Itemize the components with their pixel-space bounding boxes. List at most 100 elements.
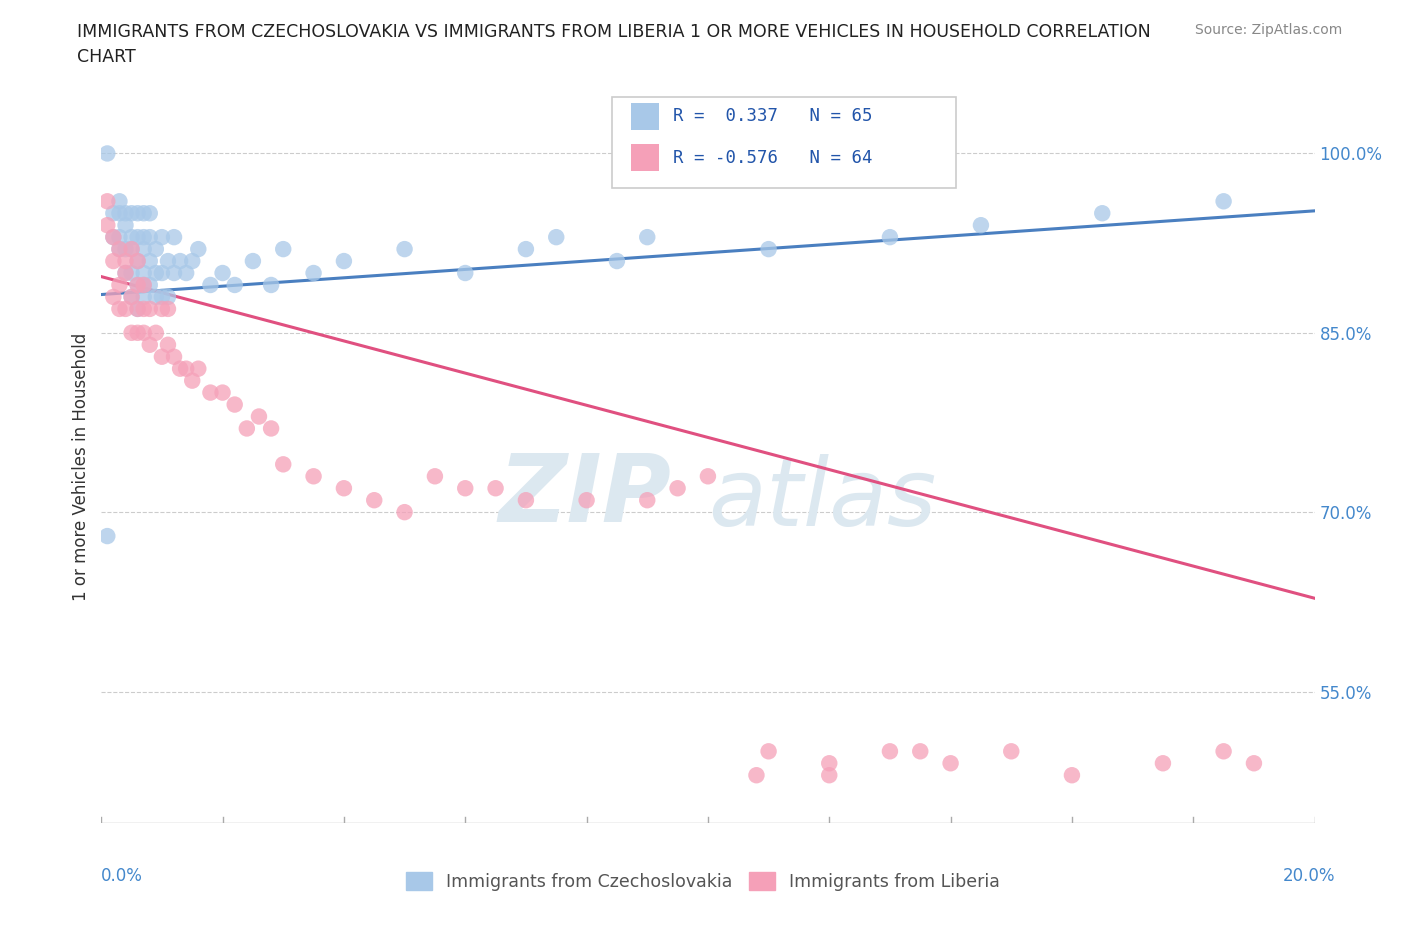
Point: [1212, 744, 1234, 759]
Point: [114, 266, 136, 281]
Point: [187, 361, 209, 376]
Point: [758, 242, 780, 257]
Point: [200, 277, 222, 292]
Point: [174, 361, 197, 376]
Point: [145, 289, 167, 304]
Point: [181, 254, 204, 269]
Point: [181, 373, 204, 388]
Point: [121, 230, 143, 245]
Point: [121, 326, 143, 340]
Point: [1060, 768, 1083, 783]
Point: [666, 481, 689, 496]
Point: [114, 206, 136, 220]
Point: [127, 277, 149, 292]
Point: [271, 242, 294, 257]
Text: 20.0%: 20.0%: [1284, 867, 1336, 885]
Point: [127, 301, 149, 316]
Point: [1091, 206, 1114, 220]
Point: [156, 289, 179, 304]
Point: [271, 457, 294, 472]
Point: [211, 266, 233, 281]
Point: [96, 218, 118, 232]
Point: [103, 230, 125, 245]
Point: [108, 206, 131, 220]
Point: [818, 768, 841, 783]
Point: [260, 421, 283, 436]
Point: [169, 361, 191, 376]
Point: [260, 277, 283, 292]
Point: [302, 266, 325, 281]
Text: ZIP: ZIP: [499, 450, 672, 542]
Point: [103, 230, 125, 245]
Point: [423, 469, 446, 484]
Point: [242, 254, 264, 269]
Point: [145, 326, 167, 340]
Point: [103, 289, 125, 304]
Point: [156, 338, 179, 352]
Legend: Immigrants from Czechoslovakia, Immigrants from Liberia: Immigrants from Czechoslovakia, Immigran…: [399, 866, 1007, 898]
Point: [910, 744, 932, 759]
Point: [163, 350, 186, 365]
Text: Source: ZipAtlas.com: Source: ZipAtlas.com: [1195, 23, 1343, 37]
Point: [606, 254, 628, 269]
Point: [515, 493, 537, 508]
Point: [150, 230, 173, 245]
Point: [454, 481, 477, 496]
Point: [127, 254, 149, 269]
Point: [132, 326, 155, 340]
Text: R =  0.337   N = 65: R = 0.337 N = 65: [673, 108, 873, 126]
Point: [139, 254, 162, 269]
Point: [96, 193, 118, 208]
Point: [515, 242, 537, 257]
Point: [333, 254, 356, 269]
Point: [333, 481, 356, 496]
Point: [103, 206, 125, 220]
Point: [108, 242, 131, 257]
Point: [454, 266, 477, 281]
Point: [575, 493, 598, 508]
Point: [163, 230, 186, 245]
Point: [484, 481, 506, 496]
Point: [150, 301, 173, 316]
Point: [187, 242, 209, 257]
Point: [121, 242, 143, 257]
Point: [121, 266, 143, 281]
Point: [150, 289, 173, 304]
Text: 0.0%: 0.0%: [101, 867, 143, 885]
Point: [127, 206, 149, 220]
Point: [236, 421, 259, 436]
Point: [114, 301, 136, 316]
Point: [818, 756, 841, 771]
Point: [145, 266, 167, 281]
Point: [139, 230, 162, 245]
Text: R = -0.576   N = 64: R = -0.576 N = 64: [673, 149, 873, 166]
Point: [103, 254, 125, 269]
Point: [139, 301, 162, 316]
Point: [108, 193, 131, 208]
Point: [132, 230, 155, 245]
Point: [174, 266, 197, 281]
Point: [108, 230, 131, 245]
Point: [1152, 756, 1174, 771]
Point: [163, 266, 186, 281]
Point: [121, 242, 143, 257]
Point: [132, 301, 155, 316]
Point: [156, 301, 179, 316]
Point: [169, 254, 191, 269]
Y-axis label: 1 or more Vehicles in Household: 1 or more Vehicles in Household: [72, 333, 90, 602]
Point: [121, 289, 143, 304]
Point: [156, 254, 179, 269]
Point: [127, 254, 149, 269]
Point: [546, 230, 568, 245]
Point: [132, 242, 155, 257]
Point: [108, 242, 131, 257]
Point: [114, 218, 136, 232]
Point: [127, 277, 149, 292]
Point: [363, 493, 385, 508]
Point: [96, 528, 118, 543]
Point: [1212, 193, 1234, 208]
Point: [96, 146, 118, 161]
Point: [145, 242, 167, 257]
Point: [224, 397, 246, 412]
Point: [114, 254, 136, 269]
